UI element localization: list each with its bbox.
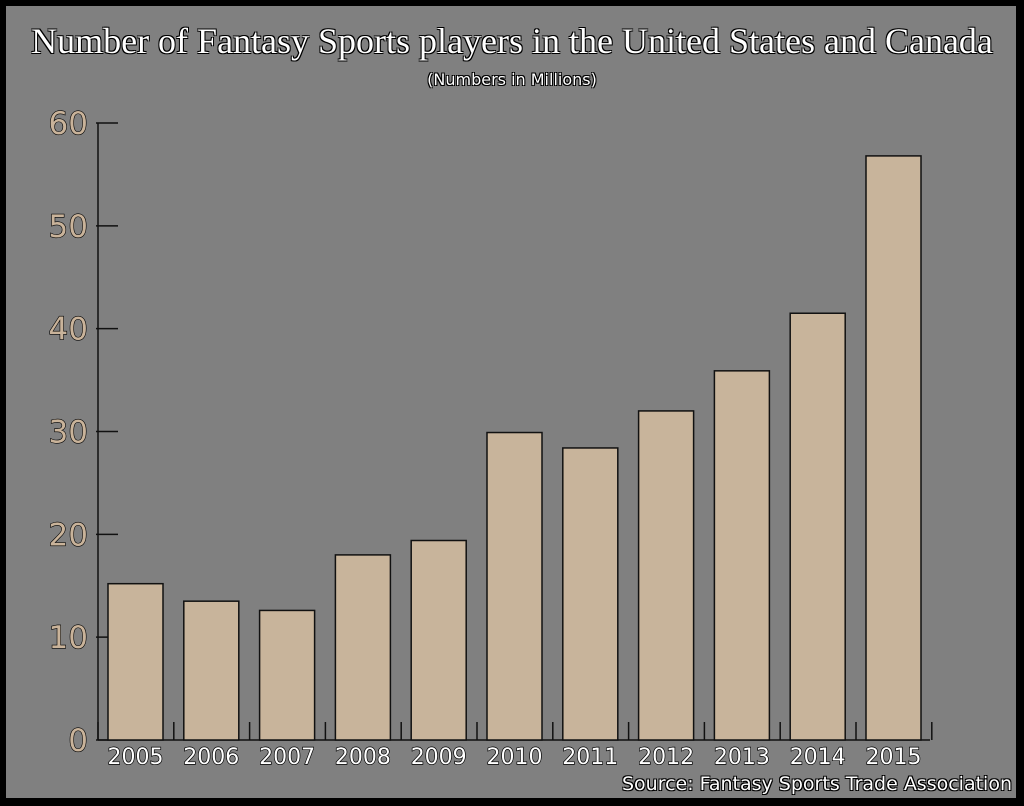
x-tick-label: 2006 [183,745,239,770]
x-tick-label: 2009 [411,745,467,770]
y-tick-label: 10 [49,620,88,656]
bar-2005 [107,582,164,741]
bar-2015 [865,155,922,741]
bar-2010 [486,431,543,741]
x-tick-label: 2011 [562,745,618,770]
bar-2013 [713,370,771,741]
source-note: Source: Fantasy Sports Trade Association [621,773,1012,795]
bar-2012 [637,410,695,741]
y-tick-label: 30 [49,415,88,451]
bar-2014 [789,312,846,741]
bar-2006 [183,600,240,741]
x-tick-label: 2013 [714,745,770,770]
chart-title: Number of Fantasy Sports players in the … [31,21,993,61]
bar-2011 [562,447,619,741]
y-tick-label: 40 [49,312,88,348]
y-tick-label: 0 [68,723,88,759]
y-tick-label: 60 [49,106,88,142]
x-tick-label: 2005 [108,745,164,770]
y-tick-label: 20 [49,517,88,553]
chart-subtitle: (Numbers in Millions) [427,70,597,89]
x-tick-label: 2014 [790,745,846,770]
x-tick-label: 2008 [335,745,391,770]
x-tick-label: 2007 [259,745,315,770]
x-tick-label: 2010 [487,745,543,770]
bar-2008 [334,554,392,741]
bar-2009 [410,539,467,741]
bar-2007 [258,609,316,741]
x-tick-label: 2012 [638,745,694,770]
y-tick-label: 50 [49,209,88,245]
tick-labels: 0 10 20 30 40 50 60 2005 2006 2007 2008 2009 2010 201… [48,105,922,770]
x-tick-label: 2015 [866,745,922,770]
bars [107,155,922,741]
